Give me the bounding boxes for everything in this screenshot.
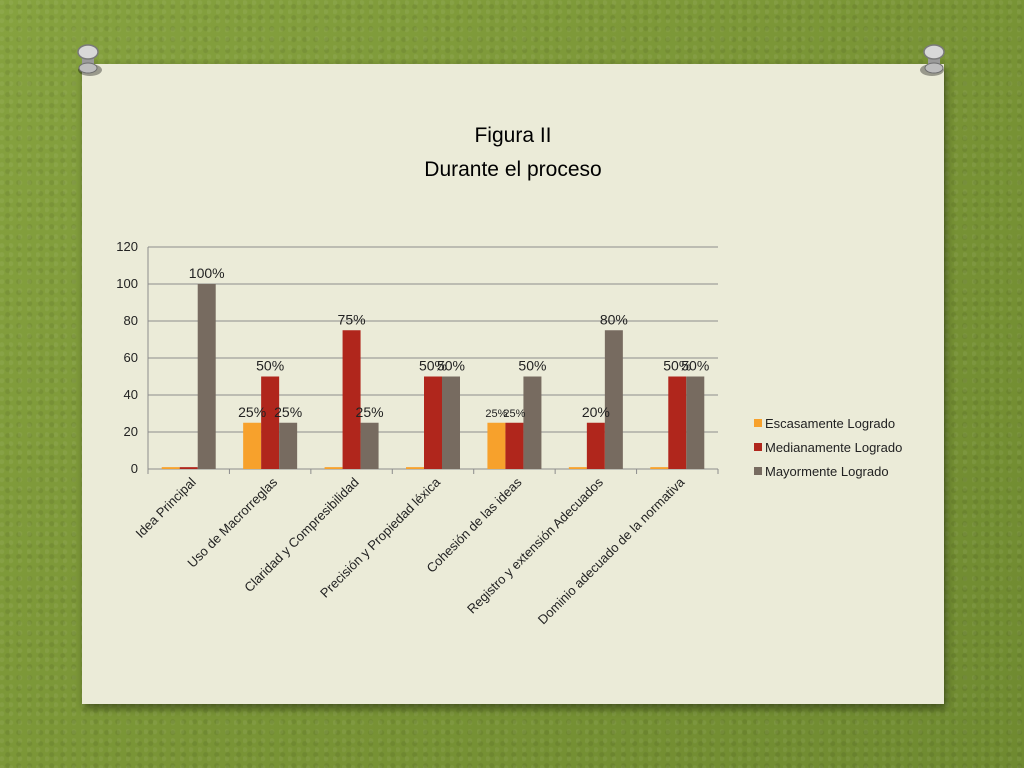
data-label: 50% <box>663 358 691 374</box>
bar <box>279 422 298 469</box>
bar <box>197 284 216 469</box>
bar <box>342 330 361 469</box>
x-category-label: Registro y extensión Adecuados <box>464 474 606 616</box>
data-label: 25% <box>238 404 266 420</box>
bar <box>360 422 379 469</box>
pushpin-icon <box>77 44 102 76</box>
bar <box>324 467 343 469</box>
bar <box>586 422 605 469</box>
x-category-label: Idea Principal <box>133 474 199 540</box>
data-label: 50% <box>681 358 709 374</box>
data-label: 25% <box>485 408 507 420</box>
data-label: 25% <box>274 404 302 420</box>
legend-swatch <box>754 443 762 451</box>
bar <box>161 467 180 469</box>
y-tick-label: 40 <box>124 387 138 402</box>
legend-swatch <box>754 419 762 427</box>
pushpin-icon <box>920 44 945 76</box>
legend-label: Escasamente Logrado <box>765 416 895 431</box>
legend-swatch <box>754 467 762 475</box>
data-label: 50% <box>256 358 284 374</box>
legend-label: Mayormente Logrado <box>765 464 889 479</box>
bar <box>179 467 198 469</box>
data-label: 50% <box>419 358 447 374</box>
data-label: 20% <box>582 404 610 420</box>
bar <box>668 376 687 469</box>
bar <box>686 376 705 469</box>
y-tick-label: 60 <box>124 350 138 365</box>
data-label: 80% <box>600 311 628 327</box>
y-tick-label: 120 <box>116 239 138 254</box>
bar <box>650 467 669 469</box>
bar <box>243 422 262 469</box>
bar <box>487 422 506 469</box>
y-tick-label: 80 <box>124 313 138 328</box>
slide-card <box>82 64 944 704</box>
bar <box>424 376 442 469</box>
bar <box>261 376 280 469</box>
x-category-label: Uso de Macrorreglas <box>184 474 280 570</box>
data-label: 25% <box>503 408 525 420</box>
data-label: 50% <box>518 358 546 374</box>
data-label: 75% <box>338 311 366 327</box>
bar <box>505 422 524 469</box>
legend-label: Medianamente Logrado <box>765 440 902 455</box>
data-label: 100% <box>189 265 225 281</box>
bar <box>442 376 460 469</box>
chart-title: Figura II <box>474 124 552 147</box>
data-label: 50% <box>437 358 465 374</box>
bar <box>406 467 424 469</box>
chart-subtitle: Durante el proceso <box>424 158 602 181</box>
bar <box>604 330 623 469</box>
bar <box>523 376 542 469</box>
data-label: 25% <box>356 404 384 420</box>
bar <box>568 467 587 469</box>
x-category-label: Dominio adecuado de la normativa <box>535 474 688 627</box>
y-tick-label: 20 <box>124 424 138 439</box>
y-tick-label: 0 <box>131 461 138 476</box>
y-tick-label: 100 <box>116 276 138 291</box>
